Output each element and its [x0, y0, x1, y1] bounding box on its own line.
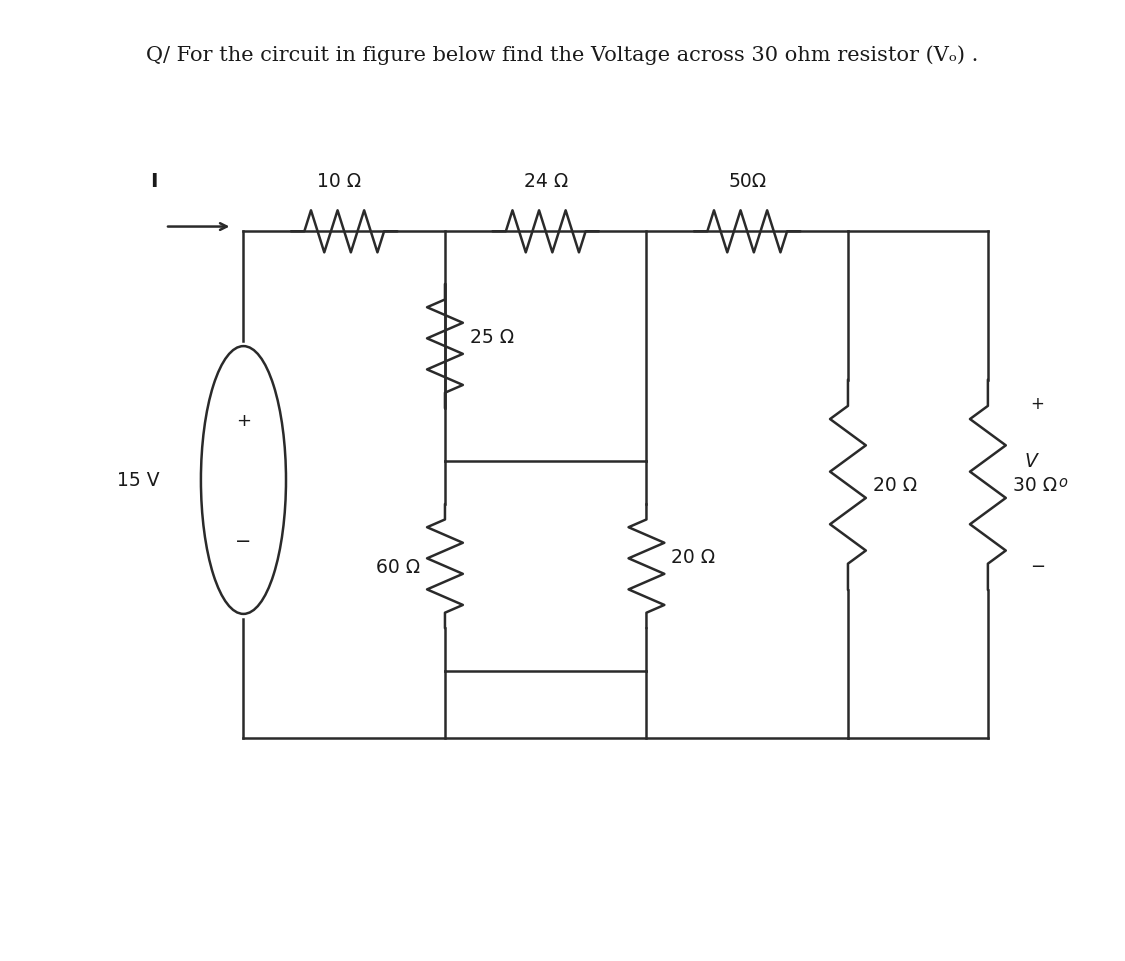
Text: 20 Ω: 20 Ω — [873, 476, 917, 495]
Text: −: − — [1030, 557, 1045, 576]
Text: 10 Ω: 10 Ω — [316, 172, 361, 191]
Text: o: o — [1059, 475, 1068, 490]
Text: 25 Ω: 25 Ω — [469, 328, 514, 347]
Text: 15 V: 15 V — [117, 471, 160, 490]
Text: 60 Ω: 60 Ω — [376, 557, 421, 576]
Text: +: + — [236, 411, 251, 430]
Text: −: − — [235, 531, 252, 551]
Text: V: V — [1025, 452, 1037, 471]
Text: Q/ For the circuit in figure below find the Voltage across 30 ohm resistor (Vₒ) : Q/ For the circuit in figure below find … — [146, 46, 979, 65]
Text: 50Ω: 50Ω — [728, 172, 766, 191]
Text: 24 Ω: 24 Ω — [523, 172, 568, 191]
Text: +: + — [1030, 395, 1044, 413]
Text: 30 Ω: 30 Ω — [1012, 476, 1056, 495]
Text: 20 Ω: 20 Ω — [672, 548, 716, 566]
Text: I: I — [150, 172, 158, 191]
